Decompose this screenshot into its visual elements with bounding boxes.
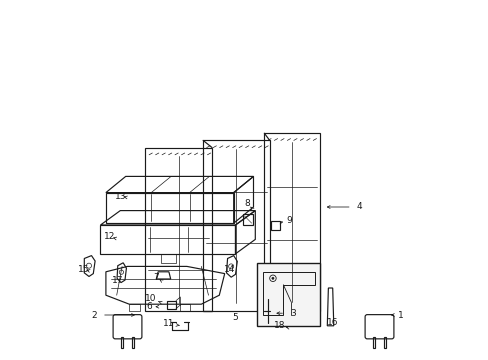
Text: 6: 6 <box>146 302 152 311</box>
Text: 5: 5 <box>232 313 238 322</box>
Bar <box>106 193 233 223</box>
Bar <box>264 133 320 311</box>
Bar <box>203 140 269 311</box>
Text: 16: 16 <box>326 318 338 327</box>
Bar <box>271 221 280 230</box>
Text: 3: 3 <box>290 309 295 318</box>
Bar <box>372 337 374 348</box>
Text: 4: 4 <box>356 202 362 211</box>
Text: 18: 18 <box>273 321 285 330</box>
Text: 12: 12 <box>103 233 115 242</box>
Bar <box>161 254 175 263</box>
Text: 2: 2 <box>91 310 97 320</box>
Text: 14: 14 <box>224 265 235 274</box>
Text: 8: 8 <box>244 199 250 208</box>
Bar <box>145 148 212 311</box>
Text: 15: 15 <box>78 265 89 274</box>
Bar <box>129 304 140 311</box>
Circle shape <box>271 277 273 279</box>
Text: 10: 10 <box>145 294 156 303</box>
Bar <box>242 214 253 225</box>
Text: 13: 13 <box>114 192 126 201</box>
Bar <box>132 337 134 348</box>
Bar <box>101 225 235 254</box>
Bar <box>120 337 123 348</box>
Text: 7: 7 <box>153 273 159 282</box>
Text: 9: 9 <box>286 216 292 225</box>
Bar <box>383 337 386 348</box>
Text: 11: 11 <box>163 320 174 328</box>
Bar <box>167 301 176 309</box>
Text: 17: 17 <box>112 276 123 285</box>
Bar <box>257 263 320 326</box>
Bar <box>179 304 190 311</box>
Text: 1: 1 <box>397 310 403 320</box>
